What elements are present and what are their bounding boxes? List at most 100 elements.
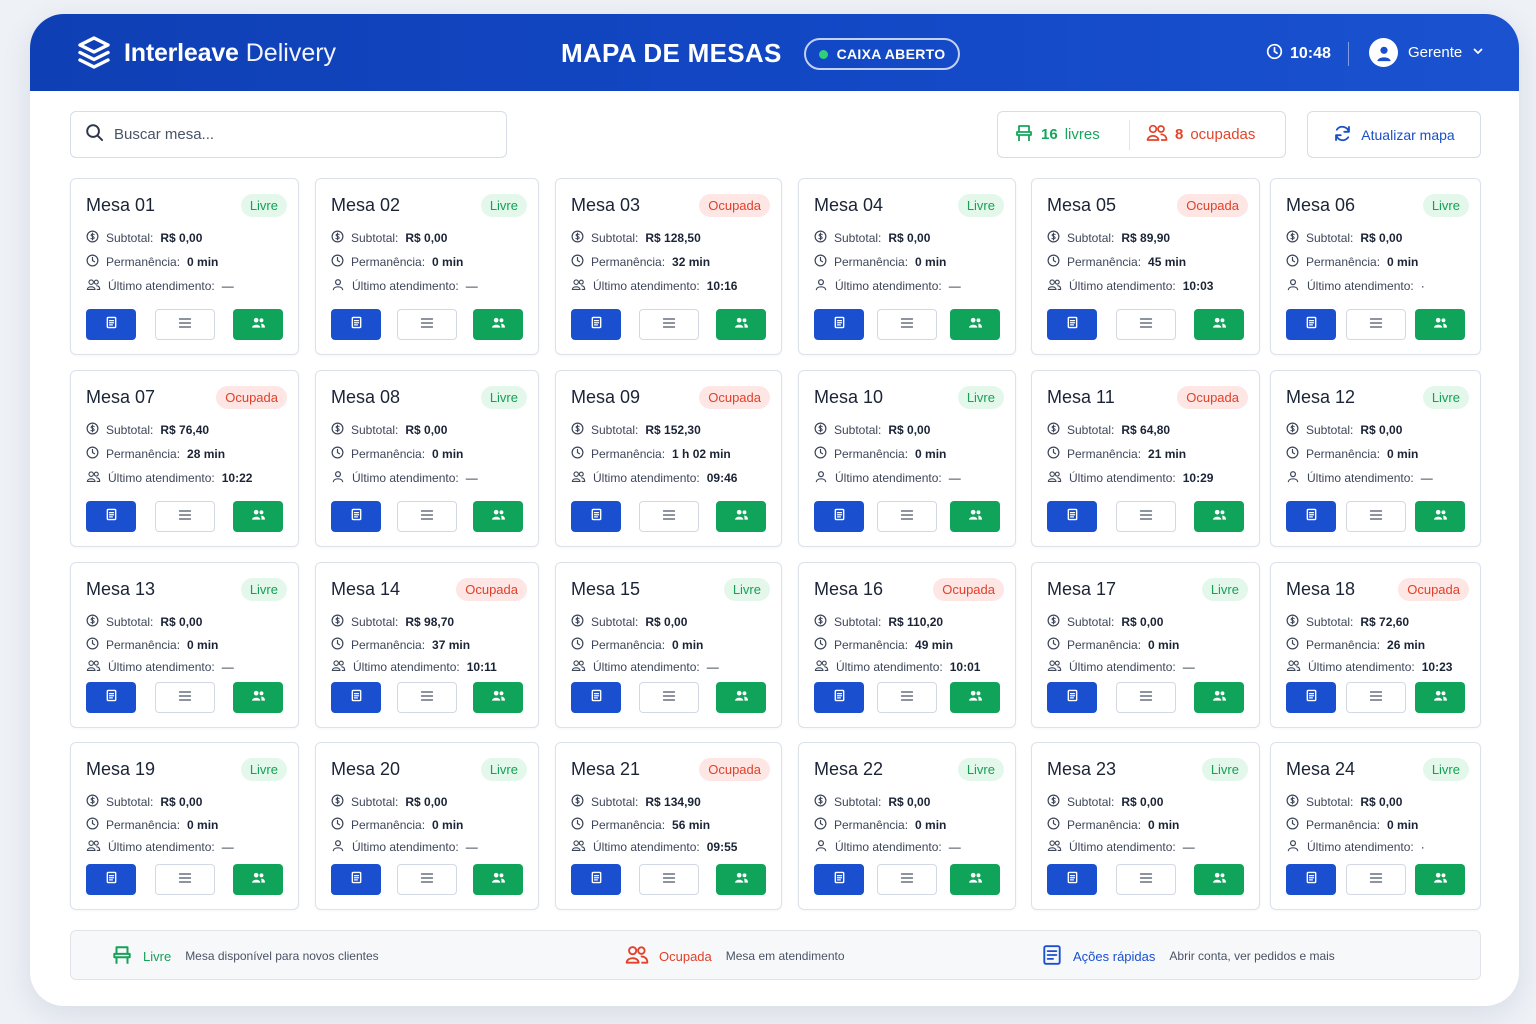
customers-button[interactable] [233, 682, 283, 713]
customers-button[interactable] [1194, 864, 1244, 895]
customers-button[interactable] [950, 864, 1000, 895]
table-card[interactable]: Mesa 16 Ocupada Subtotal: R$ 110,20 Permanên… [798, 562, 1016, 728]
search-input[interactable] [114, 126, 474, 143]
open-bill-button[interactable] [1286, 682, 1336, 713]
view-orders-button[interactable] [877, 682, 937, 713]
refresh-map-button[interactable]: Atualizar mapa [1307, 111, 1481, 158]
table-card[interactable]: Mesa 08 Livre Subtotal: R$ 0,00 Permanência:… [315, 370, 539, 547]
table-card[interactable]: Mesa 03 Ocupada Subtotal: R$ 128,50 Permanên… [555, 178, 782, 355]
view-orders-button[interactable] [1115, 864, 1176, 895]
customers-button[interactable] [473, 501, 523, 532]
view-orders-button[interactable] [397, 864, 457, 895]
view-orders-button[interactable] [1115, 501, 1176, 532]
open-bill-button[interactable] [331, 309, 381, 340]
open-bill-button[interactable] [571, 864, 621, 895]
view-orders-button[interactable] [154, 309, 215, 340]
table-card[interactable]: Mesa 12 Livre Subtotal: R$ 0,00 Permanência:… [1270, 370, 1481, 547]
table-card[interactable]: Mesa 15 Livre Subtotal: R$ 0,00 Permanência:… [555, 562, 782, 728]
customers-button[interactable] [716, 864, 766, 895]
customers-button[interactable] [950, 309, 1000, 340]
table-card[interactable]: Mesa 14 Ocupada Subtotal: R$ 98,70 Permanênc… [315, 562, 539, 728]
open-bill-button[interactable] [331, 864, 381, 895]
customers-button[interactable] [1415, 501, 1465, 532]
open-bill-button[interactable] [1047, 501, 1097, 532]
view-orders-button[interactable] [154, 864, 215, 895]
table-card[interactable]: Mesa 06 Livre Subtotal: R$ 0,00 Permanência:… [1270, 178, 1481, 355]
view-orders-button[interactable] [1115, 309, 1176, 340]
customers-button[interactable] [1194, 682, 1244, 713]
view-orders-button[interactable] [638, 501, 699, 532]
open-bill-button[interactable] [571, 682, 621, 713]
open-bill-button[interactable] [86, 501, 136, 532]
customers-button[interactable] [1415, 309, 1465, 340]
customers-button[interactable] [233, 864, 283, 895]
open-bill-button[interactable] [814, 501, 864, 532]
open-bill-button[interactable] [1286, 864, 1336, 895]
table-card[interactable]: Mesa 02 Livre Subtotal: R$ 0,00 Permanência:… [315, 178, 539, 355]
customers-button[interactable] [473, 864, 523, 895]
customers-button[interactable] [473, 682, 523, 713]
table-card[interactable]: Mesa 13 Livre Subtotal: R$ 0,00 Permanência:… [70, 562, 299, 728]
view-orders-button[interactable] [154, 501, 215, 532]
view-orders-button[interactable] [877, 309, 937, 340]
view-orders-button[interactable] [638, 864, 699, 895]
open-bill-button[interactable] [86, 682, 136, 713]
table-card[interactable]: Mesa 19 Livre Subtotal: R$ 0,00 Permanência:… [70, 742, 299, 910]
customers-button[interactable] [233, 501, 283, 532]
open-bill-button[interactable] [814, 864, 864, 895]
customers-button[interactable] [1194, 309, 1244, 340]
view-orders-button[interactable] [397, 309, 457, 340]
open-bill-button[interactable] [1047, 864, 1097, 895]
table-card[interactable]: Mesa 23 Livre Subtotal: R$ 0,00 Permanência:… [1031, 742, 1260, 910]
view-orders-button[interactable] [1115, 682, 1176, 713]
open-bill-button[interactable] [571, 309, 621, 340]
table-card[interactable]: Mesa 01 Livre Subtotal: R$ 0,00 Permanência:… [70, 178, 299, 355]
table-name: Mesa 15 [571, 578, 641, 599]
customers-button[interactable] [473, 309, 523, 340]
customers-button[interactable] [950, 501, 1000, 532]
open-bill-button[interactable] [331, 501, 381, 532]
view-orders-button[interactable] [877, 864, 937, 895]
table-card[interactable]: Mesa 05 Ocupada Subtotal: R$ 89,90 Permanênc… [1031, 178, 1260, 355]
customers-button[interactable] [950, 682, 1000, 713]
customers-button[interactable] [1415, 864, 1465, 895]
open-bill-button[interactable] [86, 309, 136, 340]
table-card[interactable]: Mesa 09 Ocupada Subtotal: R$ 152,30 Permanên… [555, 370, 782, 547]
open-bill-button[interactable] [814, 309, 864, 340]
open-bill-button[interactable] [814, 682, 864, 713]
table-card[interactable]: Mesa 04 Livre Subtotal: R$ 0,00 Permanência:… [798, 178, 1016, 355]
table-card[interactable]: Mesa 18 Ocupada Subtotal: R$ 72,60 Permanênc… [1270, 562, 1481, 728]
customers-button[interactable] [716, 682, 766, 713]
customers-button[interactable] [1194, 501, 1244, 532]
view-orders-button[interactable] [154, 682, 215, 713]
open-bill-button[interactable] [331, 682, 381, 713]
open-bill-button[interactable] [1047, 682, 1097, 713]
open-bill-button[interactable] [571, 501, 621, 532]
table-card[interactable]: Mesa 20 Livre Subtotal: R$ 0,00 Permanência:… [315, 742, 539, 910]
table-card[interactable]: Mesa 10 Livre Subtotal: R$ 0,00 Permanência:… [798, 370, 1016, 547]
view-orders-button[interactable] [397, 501, 457, 532]
table-card[interactable]: Mesa 07 Ocupada Subtotal: R$ 76,40 Permanênc… [70, 370, 299, 547]
view-orders-button[interactable] [1345, 682, 1406, 713]
open-bill-button[interactable] [1286, 309, 1336, 340]
user-menu[interactable]: Gerente [1369, 38, 1484, 67]
table-card[interactable]: Mesa 24 Livre Subtotal: R$ 0,00 Permanência:… [1270, 742, 1481, 910]
view-orders-button[interactable] [1345, 864, 1406, 895]
view-orders-button[interactable] [397, 682, 457, 713]
view-orders-button[interactable] [1345, 309, 1406, 340]
table-card[interactable]: Mesa 22 Livre Subtotal: R$ 0,00 Permanência:… [798, 742, 1016, 910]
view-orders-button[interactable] [638, 682, 699, 713]
view-orders-button[interactable] [1345, 501, 1406, 532]
customers-button[interactable] [716, 309, 766, 340]
customers-button[interactable] [1415, 682, 1465, 713]
open-bill-button[interactable] [1047, 309, 1097, 340]
customers-button[interactable] [233, 309, 283, 340]
customers-button[interactable] [716, 501, 766, 532]
view-orders-button[interactable] [877, 501, 937, 532]
table-card[interactable]: Mesa 17 Livre Subtotal: R$ 0,00 Permanência:… [1031, 562, 1260, 728]
open-bill-button[interactable] [1286, 501, 1336, 532]
table-card[interactable]: Mesa 21 Ocupada Subtotal: R$ 134,90 Permanên… [555, 742, 782, 910]
table-card[interactable]: Mesa 11 Ocupada Subtotal: R$ 64,80 Permanênc… [1031, 370, 1260, 547]
view-orders-button[interactable] [638, 309, 699, 340]
open-bill-button[interactable] [86, 864, 136, 895]
